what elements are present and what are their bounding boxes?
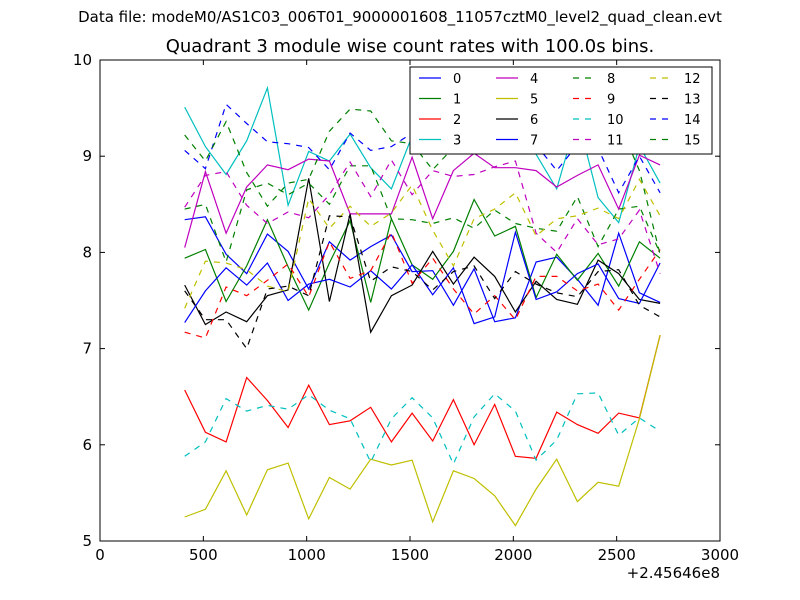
suptitle: Data file: modeM0/AS1C03_006T01_90000016… xyxy=(78,8,722,26)
y-tick-label: 9 xyxy=(82,147,92,165)
x-offset-label: +2.45646e8 xyxy=(627,564,720,582)
x-tick-label: 0 xyxy=(95,546,105,564)
x-tick-label: 2000 xyxy=(494,546,532,564)
series-line-11 xyxy=(184,158,661,274)
series-line-13 xyxy=(184,215,661,350)
legend-label-1: 1 xyxy=(453,93,461,108)
x-tick-label: 2500 xyxy=(598,546,636,564)
legend-label-8: 8 xyxy=(607,72,615,87)
series-line-4 xyxy=(184,152,661,248)
legend-frame xyxy=(409,66,713,155)
legend-label-15: 15 xyxy=(684,134,701,149)
series-line-8 xyxy=(184,165,661,264)
series-line-6 xyxy=(184,178,661,334)
legend-label-3: 3 xyxy=(453,134,461,149)
series-line-2 xyxy=(184,334,661,459)
legend-label-2: 2 xyxy=(453,113,461,128)
series-line-15 xyxy=(184,108,661,255)
legend-label-9: 9 xyxy=(607,93,615,108)
series-line-1 xyxy=(184,198,661,312)
x-tick-label: 1500 xyxy=(391,546,429,564)
series-line-5 xyxy=(184,334,661,527)
x-tick-label: 500 xyxy=(189,546,218,564)
series-layer xyxy=(184,85,661,527)
series-line-9 xyxy=(184,230,661,339)
x-tick-label: 3000 xyxy=(701,546,739,564)
legend-label-14: 14 xyxy=(684,113,701,128)
legend-label-13: 13 xyxy=(684,93,701,108)
y-tick-label: 6 xyxy=(82,436,92,454)
x-tick-label: 1000 xyxy=(288,546,326,564)
y-tick-label: 7 xyxy=(82,340,92,358)
legend-label-12: 12 xyxy=(684,72,701,87)
chart-title: Quadrant 3 module wise count rates with … xyxy=(165,36,655,57)
series-line-7 xyxy=(184,229,661,325)
legend-label-6: 6 xyxy=(530,113,538,128)
series-line-10 xyxy=(184,392,661,466)
legend-label-4: 4 xyxy=(530,72,538,87)
series-line-0 xyxy=(184,216,661,323)
legend-label-11: 11 xyxy=(607,134,624,149)
legend-label-7: 7 xyxy=(530,134,538,149)
y-tick-label: 10 xyxy=(73,51,92,69)
y-tick-label: 5 xyxy=(82,532,92,550)
legend-label-5: 5 xyxy=(530,93,538,108)
legend-label-0: 0 xyxy=(453,72,461,87)
y-tick-label: 8 xyxy=(82,243,92,261)
legend-label-10: 10 xyxy=(607,113,624,128)
